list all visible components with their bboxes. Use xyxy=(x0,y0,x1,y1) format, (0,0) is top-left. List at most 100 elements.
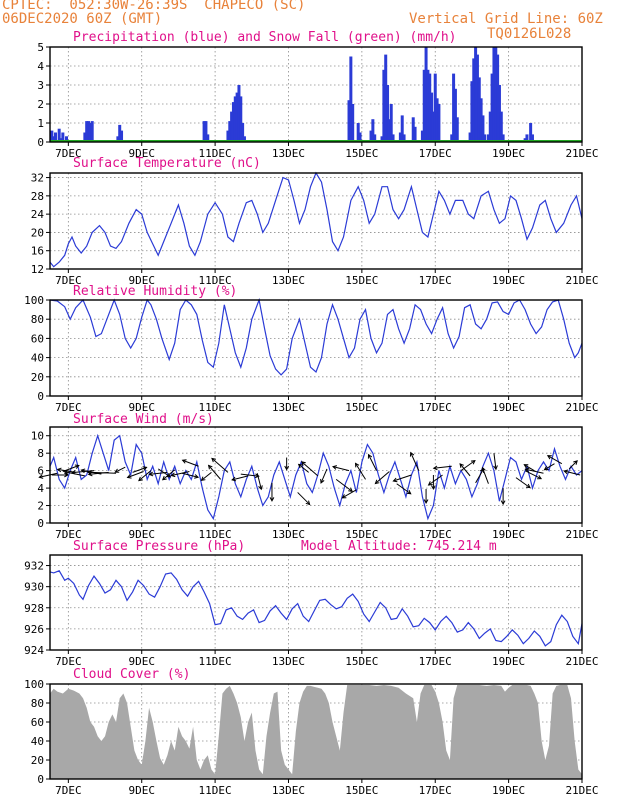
y-tick-label: 4 xyxy=(37,482,44,495)
panel-title: Cloud Cover (%) xyxy=(73,667,190,682)
y-tick-label: 80 xyxy=(31,697,44,710)
precip-bar xyxy=(230,111,234,142)
precip-bar xyxy=(530,134,534,142)
wind-vector-shaft xyxy=(256,473,262,490)
wind-vector xyxy=(181,459,199,467)
precip-bar xyxy=(420,130,424,142)
x-tick-label: 15DEC xyxy=(345,784,378,797)
x-tick-label: 15DEC xyxy=(345,274,378,287)
x-tick-label: 11DEC xyxy=(199,274,232,287)
wind-vector-shaft xyxy=(459,463,471,477)
precip-bar xyxy=(497,85,501,142)
precip-bar xyxy=(231,102,235,142)
header-date: 06DEC2020 60Z (GMT) xyxy=(2,11,163,27)
precip-bar xyxy=(452,73,456,142)
y-tick-label: 0 xyxy=(37,517,44,530)
wind-vector xyxy=(396,483,412,495)
x-tick-label: 21DEC xyxy=(565,528,598,541)
precip-bar xyxy=(206,134,210,142)
y-tick-label: 80 xyxy=(31,313,44,326)
y-tick-label: 20 xyxy=(31,371,44,384)
wind-vector xyxy=(297,492,311,506)
precip-bar xyxy=(228,121,232,142)
x-tick-label: 7DEC xyxy=(55,274,82,287)
wind-vector-shaft xyxy=(240,473,259,477)
wind-vector-head xyxy=(543,465,549,471)
precip-bar xyxy=(226,130,230,142)
x-tick-label: 11DEC xyxy=(199,147,232,160)
wind-vector-head xyxy=(392,477,398,483)
x-tick-label: 21DEC xyxy=(565,274,598,287)
x-tick-label: 9DEC xyxy=(128,528,155,541)
precip-bar xyxy=(373,134,377,142)
precip-bar xyxy=(529,123,533,142)
wind-vector-head xyxy=(70,469,76,475)
x-tick-label: 13DEC xyxy=(272,784,305,797)
precip-bar xyxy=(349,56,353,142)
precip-bar xyxy=(453,88,457,142)
x-tick-label: 7DEC xyxy=(55,784,82,797)
x-tick-label: 13DEC xyxy=(272,655,305,668)
wind-vector-shaft xyxy=(298,463,309,473)
wind-vector-shaft xyxy=(301,461,319,477)
wind-vector xyxy=(161,469,176,481)
wind-vector-shaft xyxy=(481,467,489,484)
panel-temp: 12 16 20 24 28 32 7DEC 9DEC 11DEC 13DEC 15DEC 17DEC… xyxy=(31,156,599,287)
wind-vector xyxy=(493,453,498,471)
wind-vector xyxy=(51,472,69,478)
wind-vector xyxy=(515,477,531,489)
precip-bar xyxy=(382,69,386,142)
wind-vector-head xyxy=(211,457,216,463)
wind-vector-head xyxy=(138,476,143,482)
wind-vector-head xyxy=(500,500,506,506)
precip-bar xyxy=(525,134,529,142)
wind-vector-head xyxy=(406,489,412,495)
precip-bar xyxy=(426,69,430,142)
wind-vector xyxy=(563,469,581,476)
wind-vector-shaft xyxy=(393,474,412,482)
precip-bar xyxy=(492,47,496,142)
wind-vector xyxy=(409,451,420,471)
panel-wind: 0 2 4 6 8 10 7DEC 9DEC 11DEC 13DEC 15DEC 17DEC 19DEC… xyxy=(31,412,599,541)
x-tick-label: 13DEC xyxy=(272,274,305,287)
wind-vector-head xyxy=(254,473,260,479)
wind-vector xyxy=(546,455,563,465)
wind-vector xyxy=(341,489,357,499)
wind-vector xyxy=(38,472,58,479)
precip-bar xyxy=(118,124,122,142)
precip-bar xyxy=(488,111,492,142)
panel-frame xyxy=(49,554,583,651)
precip-bar xyxy=(204,121,208,142)
y-tick-label: 928 xyxy=(24,602,44,615)
y-tick-label: 60 xyxy=(31,716,44,729)
x-tick-label: 17DEC xyxy=(419,528,452,541)
y-tick-label: 100 xyxy=(24,294,44,307)
wind-vector-shaft xyxy=(39,472,58,478)
precip-bar xyxy=(474,47,478,142)
precip-bar xyxy=(411,117,415,142)
precip-bar xyxy=(87,121,91,142)
precip-bar xyxy=(351,104,355,142)
wind-vector-head xyxy=(409,451,415,457)
wind-vector-head xyxy=(74,464,80,469)
wind-vector-head xyxy=(523,464,529,469)
panel-precip: 0 1 2 3 4 5 7DEC 9DEC 11DEC 13DEC 15DEC 17DEC 19DEC 2… xyxy=(37,30,598,160)
wind-vector-shaft xyxy=(138,470,152,482)
wind-vector-shaft xyxy=(342,489,357,499)
precip-bar xyxy=(369,130,373,142)
y-tick-label: 32 xyxy=(31,172,44,185)
x-tick-label: 7DEC xyxy=(55,147,82,160)
wind-vector xyxy=(170,471,190,478)
wind-vector-head xyxy=(38,474,44,479)
wind-vector-shaft xyxy=(335,478,353,492)
wind-vector xyxy=(256,473,263,491)
wind-vector-shaft xyxy=(181,472,199,478)
wind-vector-shaft xyxy=(114,466,126,473)
wind-vector-head xyxy=(573,460,578,465)
wind-vector-shaft xyxy=(525,468,544,474)
wind-vector xyxy=(392,474,412,483)
precip-bar xyxy=(481,115,485,142)
y-tick-label: 924 xyxy=(24,644,44,657)
wind-vector-shaft xyxy=(524,464,535,472)
wind-vector xyxy=(211,457,229,473)
